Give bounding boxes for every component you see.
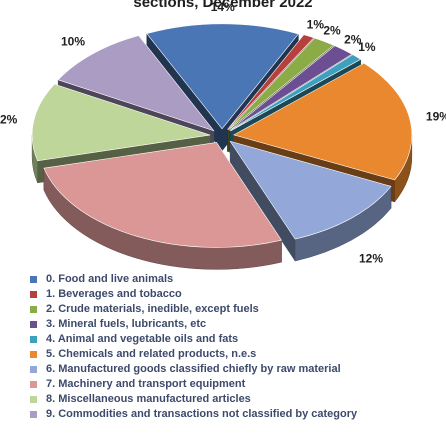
pie-slice-5 bbox=[233, 62, 413, 181]
legend-label-0: 0. Food and live animals bbox=[46, 273, 174, 285]
pie-top-layer bbox=[31, 23, 413, 248]
slice-label-1: 1% bbox=[307, 18, 325, 32]
legend-label-9: 9. Commodities and transactions not clas… bbox=[46, 408, 358, 420]
legend-item-1: 1. Beverages and tobacco bbox=[30, 287, 440, 302]
pie-slice-8 bbox=[31, 83, 211, 162]
pie-slice-7 bbox=[43, 142, 282, 248]
slice-label-5: 19% bbox=[426, 109, 446, 123]
pie-slice-0 bbox=[146, 23, 299, 130]
pie-plot-area: 14%1%2%2%1%19%12%27%12%10% bbox=[0, 0, 446, 272]
pie-slice-4 bbox=[230, 54, 362, 132]
legend-item-3: 3. Mineral fuels, lubricants, etc bbox=[30, 317, 440, 332]
legend: 0. Food and live animals 1. Beverages and… bbox=[30, 272, 440, 422]
legend-item-8: 8. Miscellaneous manufactured articles bbox=[30, 392, 440, 407]
legend-swatch-9 bbox=[30, 411, 37, 418]
pie-slice-2 bbox=[228, 37, 335, 131]
slice-label-3: 2% bbox=[344, 32, 362, 46]
slice-label-2: 2% bbox=[323, 23, 341, 37]
legend-label-4: 4. Animal and vegetable oils and fats bbox=[46, 333, 239, 345]
legend-swatch-4 bbox=[30, 336, 37, 343]
pie-label-layer: 14%1%2%2%1%19%12%27%12%10% bbox=[0, 0, 446, 272]
legend-swatch-2 bbox=[30, 306, 37, 313]
legend-label-8: 8. Miscellaneous manufactured articles bbox=[46, 393, 251, 405]
pie-slice-1 bbox=[227, 34, 315, 130]
legend-item-9: 9. Commodities and transactions not clas… bbox=[30, 407, 440, 422]
legend-item-6: 6. Manufactured goods classified chiefly… bbox=[30, 362, 440, 377]
pie-slice-6 bbox=[229, 140, 392, 240]
legend-swatch-5 bbox=[30, 351, 37, 358]
legend-swatch-1 bbox=[30, 291, 37, 298]
pie-slice-3 bbox=[229, 45, 353, 131]
legend-item-7: 7. Machinery and transport equipment bbox=[30, 377, 440, 392]
legend-label-7: 7. Machinery and transport equipment bbox=[46, 378, 246, 390]
legend-swatch-6 bbox=[30, 366, 37, 373]
legend-swatch-0 bbox=[30, 276, 37, 283]
slice-label-9: 10% bbox=[61, 35, 85, 49]
slice-label-6: 12% bbox=[359, 251, 383, 265]
legend-label-3: 3. Mineral fuels, lubricants, etc bbox=[46, 318, 207, 330]
legend-swatch-7 bbox=[30, 381, 37, 388]
pie-slice-9 bbox=[57, 35, 215, 132]
legend-swatch-3 bbox=[30, 321, 37, 328]
slice-label-0: 14% bbox=[211, 0, 235, 14]
legend-label-1: 1. Beverages and tobacco bbox=[46, 288, 182, 300]
legend-item-2: 2. Crude materials, inedible, except fue… bbox=[30, 302, 440, 317]
legend-item-5: 5. Chemicals and related products, n.e.s bbox=[30, 347, 440, 362]
legend-label-2: 2. Crude materials, inedible, except fue… bbox=[46, 303, 259, 315]
slice-label-4: 1% bbox=[358, 40, 376, 54]
legend-item-4: 4. Animal and vegetable oils and fats bbox=[30, 332, 440, 347]
legend-swatch-8 bbox=[30, 396, 37, 403]
slice-label-8: 12% bbox=[0, 112, 18, 126]
legend-label-5: 5. Chemicals and related products, n.e.s bbox=[46, 348, 257, 360]
chart-title: sections, December 2022 bbox=[133, 0, 313, 11]
legend-item-0: 0. Food and live animals bbox=[30, 272, 440, 287]
legend-label-6: 6. Manufactured goods classified chiefly… bbox=[46, 363, 341, 375]
